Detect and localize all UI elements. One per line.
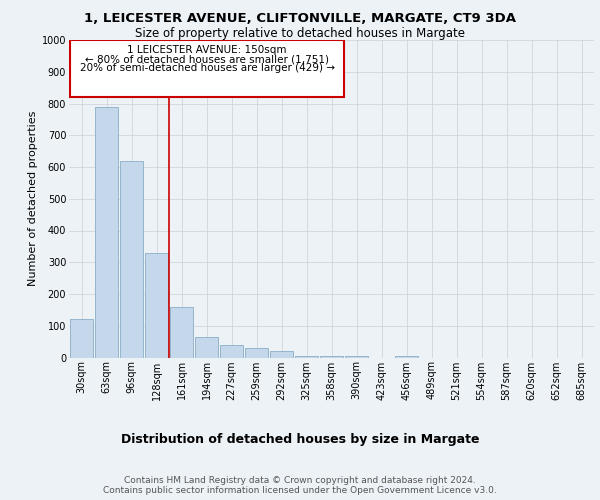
Text: 1 LEICESTER AVENUE: 150sqm: 1 LEICESTER AVENUE: 150sqm bbox=[127, 45, 287, 55]
Bar bbox=[95, 106, 118, 358]
Bar bbox=[345, 356, 368, 358]
Bar bbox=[145, 252, 168, 358]
Text: Contains HM Land Registry data © Crown copyright and database right 2024.
Contai: Contains HM Land Registry data © Crown c… bbox=[103, 476, 497, 495]
Bar bbox=[245, 348, 268, 358]
Bar bbox=[120, 160, 143, 358]
Bar bbox=[395, 356, 418, 358]
Text: Distribution of detached houses by size in Margate: Distribution of detached houses by size … bbox=[121, 432, 479, 446]
Text: ← 80% of detached houses are smaller (1,751): ← 80% of detached houses are smaller (1,… bbox=[85, 54, 329, 64]
Bar bbox=[70, 320, 93, 358]
Text: Size of property relative to detached houses in Margate: Size of property relative to detached ho… bbox=[135, 28, 465, 40]
Y-axis label: Number of detached properties: Number of detached properties bbox=[28, 111, 38, 286]
FancyBboxPatch shape bbox=[70, 40, 344, 97]
Bar bbox=[220, 345, 243, 358]
Bar bbox=[195, 337, 218, 357]
Text: 20% of semi-detached houses are larger (429) →: 20% of semi-detached houses are larger (… bbox=[80, 63, 335, 73]
Bar bbox=[170, 306, 193, 358]
Bar bbox=[270, 351, 293, 358]
Text: 1, LEICESTER AVENUE, CLIFTONVILLE, MARGATE, CT9 3DA: 1, LEICESTER AVENUE, CLIFTONVILLE, MARGA… bbox=[84, 12, 516, 26]
Bar bbox=[295, 356, 318, 358]
Bar bbox=[320, 356, 343, 358]
